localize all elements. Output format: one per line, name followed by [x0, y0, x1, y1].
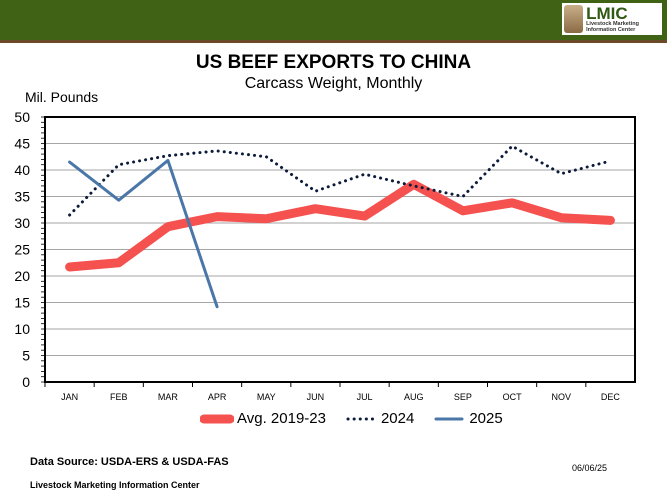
legend-label: 2025 — [469, 410, 503, 427]
x-tick-label: DEC — [601, 392, 621, 402]
y-tick-label: 5 — [22, 348, 30, 364]
data-source: Data Source: USDA-ERS & USDA-FAS — [30, 456, 229, 468]
lmic-logo: LMIC Livestock Marketing Information Cen… — [562, 3, 662, 35]
y-tick-label: 40 — [14, 162, 30, 178]
x-tick-label: FEB — [110, 392, 128, 402]
date-stamp: 06/06/25 — [572, 463, 608, 473]
cowboy-logo-icon — [564, 5, 584, 33]
y-tick-label: 10 — [14, 321, 30, 337]
series-line-2024 — [68, 144, 612, 217]
series-line-avg-2019-23 — [65, 179, 615, 272]
x-tick-label: NOV — [551, 392, 571, 402]
x-tick-label: MAY — [257, 392, 276, 402]
legend: Avg. 2019-23 2024 2025 — [200, 410, 503, 427]
y-tick-label: 50 — [14, 109, 30, 125]
y-tick-label: 0 — [22, 374, 30, 390]
y-tick-label: 15 — [14, 295, 30, 311]
legend-item: Avg. 2019-23 — [200, 410, 326, 427]
legend-item: 2025 — [432, 410, 503, 427]
header-bar: LMIC Livestock Marketing Information Cen… — [0, 0, 667, 43]
legend-swatch — [434, 417, 464, 420]
chart-subtitle: Carcass Weight, Monthly — [244, 75, 423, 92]
y-axis-label: Mil. Pounds — [25, 89, 99, 105]
organization: Livestock Marketing Information Center — [30, 480, 200, 490]
x-tick-label: JAN — [61, 392, 78, 402]
logo-subtitle: Livestock Marketing Information Center — [586, 21, 639, 33]
legend-label: Avg. 2019-23 — [237, 410, 326, 427]
series-line-2025 — [68, 158, 219, 309]
y-tick-label: 35 — [14, 189, 30, 205]
y-tick-label: 30 — [14, 215, 30, 231]
y-tick-label: 45 — [14, 136, 30, 152]
legend-label: 2024 — [380, 410, 415, 427]
x-tick-label: JUN — [307, 392, 325, 402]
y-tick-label: 25 — [14, 242, 30, 258]
legend-item: 2024 — [344, 410, 414, 427]
chart-title: US BEEF EXPORTS TO CHINA — [195, 52, 472, 73]
logo-text: LMIC — [586, 4, 628, 23]
x-tick-label: APR — [208, 392, 227, 402]
x-tick-label: OCT — [503, 392, 523, 402]
x-tick-label: JUL — [357, 392, 373, 402]
x-tick-label: AUG — [404, 392, 424, 402]
legend-swatch — [346, 417, 376, 420]
x-tick-label: SEP — [454, 392, 472, 402]
legend-swatch — [200, 414, 234, 423]
y-tick-label: 20 — [14, 268, 30, 284]
x-tick-label: MAR — [158, 392, 179, 402]
